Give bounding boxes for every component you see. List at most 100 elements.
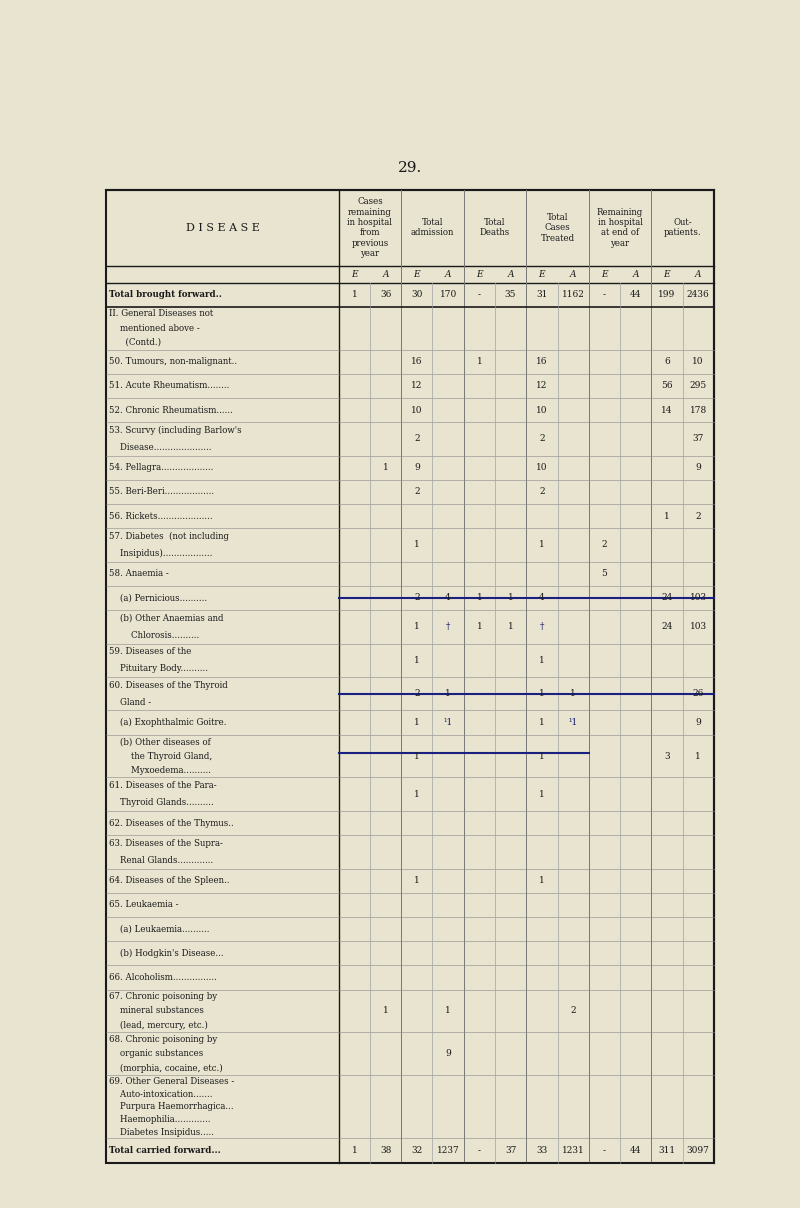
Text: 1: 1 — [351, 290, 358, 300]
Text: †: † — [446, 622, 450, 632]
Text: 6: 6 — [664, 358, 670, 366]
Text: 1: 1 — [539, 751, 545, 761]
Text: (b) Other diseases of: (b) Other diseases of — [110, 737, 211, 747]
Text: 2: 2 — [414, 435, 420, 443]
Text: the Thyroid Gland,: the Thyroid Gland, — [110, 751, 213, 761]
Text: Pituitary Body..........: Pituitary Body.......... — [110, 664, 208, 673]
Text: Insipidus)..................: Insipidus).................. — [110, 548, 213, 558]
Text: mineral substances: mineral substances — [110, 1006, 204, 1016]
Text: 24: 24 — [662, 593, 673, 603]
Text: 37: 37 — [693, 435, 704, 443]
Text: 4: 4 — [539, 593, 545, 603]
Text: 68. Chronic poisoning by: 68. Chronic poisoning by — [110, 1035, 218, 1044]
Text: 1: 1 — [539, 656, 545, 664]
Text: (lead, mercury, etc.): (lead, mercury, etc.) — [110, 1021, 208, 1029]
Text: Auto-intoxication.......: Auto-intoxication....... — [110, 1090, 213, 1098]
Text: 103: 103 — [690, 622, 706, 632]
Text: 1: 1 — [382, 1006, 389, 1016]
Text: Total
Deaths: Total Deaths — [480, 219, 510, 238]
Text: 1: 1 — [414, 622, 420, 632]
Text: 295: 295 — [690, 382, 706, 390]
Text: (a) Leukaemia..........: (a) Leukaemia.......... — [110, 924, 210, 934]
Text: E: E — [663, 269, 670, 279]
Text: Gland -: Gland - — [110, 698, 151, 707]
Text: 61. Diseases of the Para-: 61. Diseases of the Para- — [110, 782, 217, 790]
Text: 9: 9 — [695, 463, 701, 472]
Text: 10: 10 — [411, 406, 422, 414]
Text: 53. Scurvy (including Barlow's: 53. Scurvy (including Barlow's — [110, 426, 242, 435]
Text: 56: 56 — [661, 382, 673, 390]
Text: 56. Rickets....................: 56. Rickets.................... — [110, 512, 213, 521]
Text: Thyroid Glands..........: Thyroid Glands.......... — [110, 798, 214, 807]
Text: 58. Anaemia -: 58. Anaemia - — [110, 569, 169, 579]
Text: 16: 16 — [536, 358, 548, 366]
Text: E: E — [414, 269, 420, 279]
Text: 2: 2 — [602, 540, 607, 550]
Text: 2: 2 — [414, 593, 420, 603]
Text: 10: 10 — [536, 406, 548, 414]
Text: 1: 1 — [414, 540, 420, 550]
Text: 2: 2 — [539, 435, 545, 443]
Text: (b) Other Anaemias and: (b) Other Anaemias and — [110, 614, 224, 623]
Text: 38: 38 — [380, 1146, 391, 1155]
Text: 9: 9 — [414, 463, 420, 472]
Text: 1: 1 — [664, 512, 670, 521]
Text: Cases
remaining
in hospital
from
previous
year: Cases remaining in hospital from previou… — [347, 197, 393, 259]
Text: 4: 4 — [446, 593, 451, 603]
Text: 2: 2 — [539, 487, 545, 496]
Text: 57. Diabetes  (not including: 57. Diabetes (not including — [110, 532, 230, 541]
Text: Total carried forward...: Total carried forward... — [110, 1146, 221, 1155]
Text: ¹1: ¹1 — [569, 718, 578, 727]
Text: 1: 1 — [382, 463, 389, 472]
Text: Haemophilia.............: Haemophilia............. — [110, 1115, 211, 1123]
Text: 51. Acute Rheumatism........: 51. Acute Rheumatism........ — [110, 382, 230, 390]
Text: 2: 2 — [414, 690, 420, 698]
Text: 60. Diseases of the Thyroid: 60. Diseases of the Thyroid — [110, 681, 228, 690]
Text: 1: 1 — [446, 690, 451, 698]
Text: 1: 1 — [446, 1006, 451, 1016]
Text: 1: 1 — [477, 593, 482, 603]
Text: Purpura Haemorrhagica...: Purpura Haemorrhagica... — [110, 1102, 234, 1111]
Text: 10: 10 — [536, 463, 548, 472]
Text: 1: 1 — [477, 358, 482, 366]
Text: Myxoedema..........: Myxoedema.......... — [110, 766, 211, 774]
Text: -: - — [603, 290, 606, 300]
Text: Remaining
in hospital
at end of
year: Remaining in hospital at end of year — [597, 208, 643, 248]
Text: 63. Diseases of the Supra-: 63. Diseases of the Supra- — [110, 840, 223, 848]
Text: A: A — [695, 269, 702, 279]
Text: 9: 9 — [446, 1050, 451, 1058]
Text: †: † — [540, 622, 544, 632]
Text: 66. Alcoholism................: 66. Alcoholism................ — [110, 972, 217, 982]
Text: 33: 33 — [536, 1146, 547, 1155]
Text: (Contd.): (Contd.) — [110, 338, 162, 347]
Text: 14: 14 — [661, 406, 673, 414]
Text: 1162: 1162 — [562, 290, 585, 300]
Text: A: A — [382, 269, 389, 279]
Text: 1: 1 — [539, 790, 545, 798]
Text: 3: 3 — [664, 751, 670, 761]
Text: D I S E A S E: D I S E A S E — [186, 222, 259, 233]
Text: 26: 26 — [693, 690, 704, 698]
Text: 65. Leukaemia -: 65. Leukaemia - — [110, 900, 179, 910]
Text: Total brought forward..: Total brought forward.. — [110, 290, 222, 300]
Text: 24: 24 — [662, 622, 673, 632]
Text: 1: 1 — [477, 622, 482, 632]
Text: 64. Diseases of the Spleen..: 64. Diseases of the Spleen.. — [110, 876, 230, 885]
Text: 311: 311 — [658, 1146, 675, 1155]
Text: 1237: 1237 — [437, 1146, 459, 1155]
Text: 37: 37 — [505, 1146, 516, 1155]
Text: 35: 35 — [505, 290, 516, 300]
Text: 1: 1 — [414, 790, 420, 798]
Text: 29.: 29. — [398, 161, 422, 175]
Text: A: A — [445, 269, 451, 279]
Text: mentioned above -: mentioned above - — [110, 324, 200, 332]
Text: 1: 1 — [414, 718, 420, 727]
Text: E: E — [601, 269, 608, 279]
Text: 199: 199 — [658, 290, 675, 300]
Text: E: E — [476, 269, 482, 279]
Text: 9: 9 — [695, 718, 701, 727]
Text: 178: 178 — [690, 406, 706, 414]
Text: Total
Cases
Treated: Total Cases Treated — [541, 213, 574, 243]
Text: Out-
patients.: Out- patients. — [664, 219, 702, 238]
Text: Renal Glands.............: Renal Glands............. — [110, 855, 214, 865]
